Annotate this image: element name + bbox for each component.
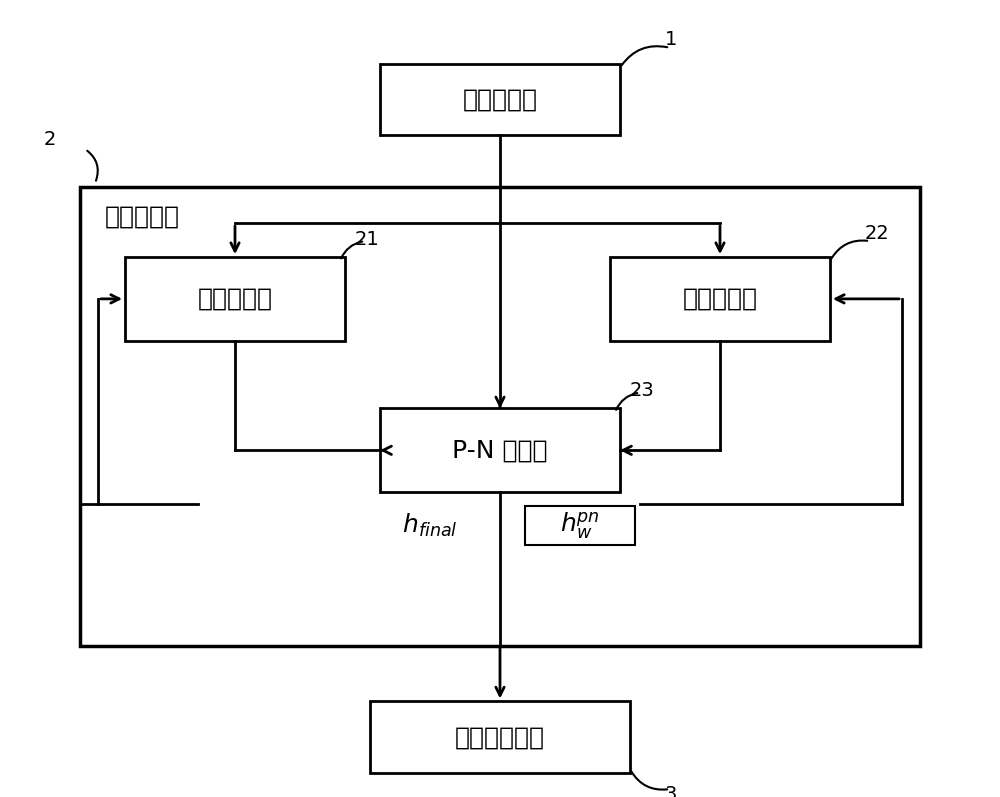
Text: 22: 22 xyxy=(865,224,890,243)
Text: 23: 23 xyxy=(630,382,655,401)
Text: 手部跟踪器: 手部跟踪器 xyxy=(198,287,272,311)
Text: 2: 2 xyxy=(44,130,56,149)
Bar xyxy=(370,701,630,773)
Bar xyxy=(125,257,345,341)
Bar xyxy=(610,257,830,341)
Text: $\mathbf{\mathit{h}}_{\mathbf{\mathit{w}}}^{\mathbf{\mathit{pn}}}$: $\mathbf{\mathit{h}}_{\mathbf{\mathit{w}… xyxy=(560,510,600,541)
Bar xyxy=(380,408,620,492)
Text: 自学习单元: 自学习单元 xyxy=(105,205,180,229)
Text: 后序处理单元: 后序处理单元 xyxy=(455,725,545,749)
Text: 手部识别器: 手部识别器 xyxy=(682,287,758,311)
Text: 3: 3 xyxy=(665,785,677,797)
Text: $\mathbf{\mathit{h}}_{\mathbf{\mathit{final}}}$: $\mathbf{\mathit{h}}_{\mathbf{\mathit{fi… xyxy=(402,512,458,540)
Text: 1: 1 xyxy=(665,30,677,49)
Bar xyxy=(80,187,920,646)
Bar xyxy=(380,64,620,135)
Text: 预处理单元: 预处理单元 xyxy=(462,88,538,112)
Text: P-N 学习器: P-N 学习器 xyxy=(452,438,548,462)
Bar xyxy=(525,507,635,545)
Text: 21: 21 xyxy=(355,230,380,249)
